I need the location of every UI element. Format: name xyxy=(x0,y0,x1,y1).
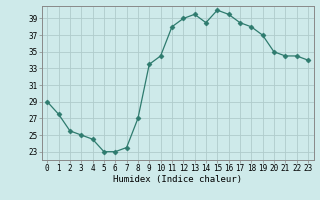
X-axis label: Humidex (Indice chaleur): Humidex (Indice chaleur) xyxy=(113,175,242,184)
